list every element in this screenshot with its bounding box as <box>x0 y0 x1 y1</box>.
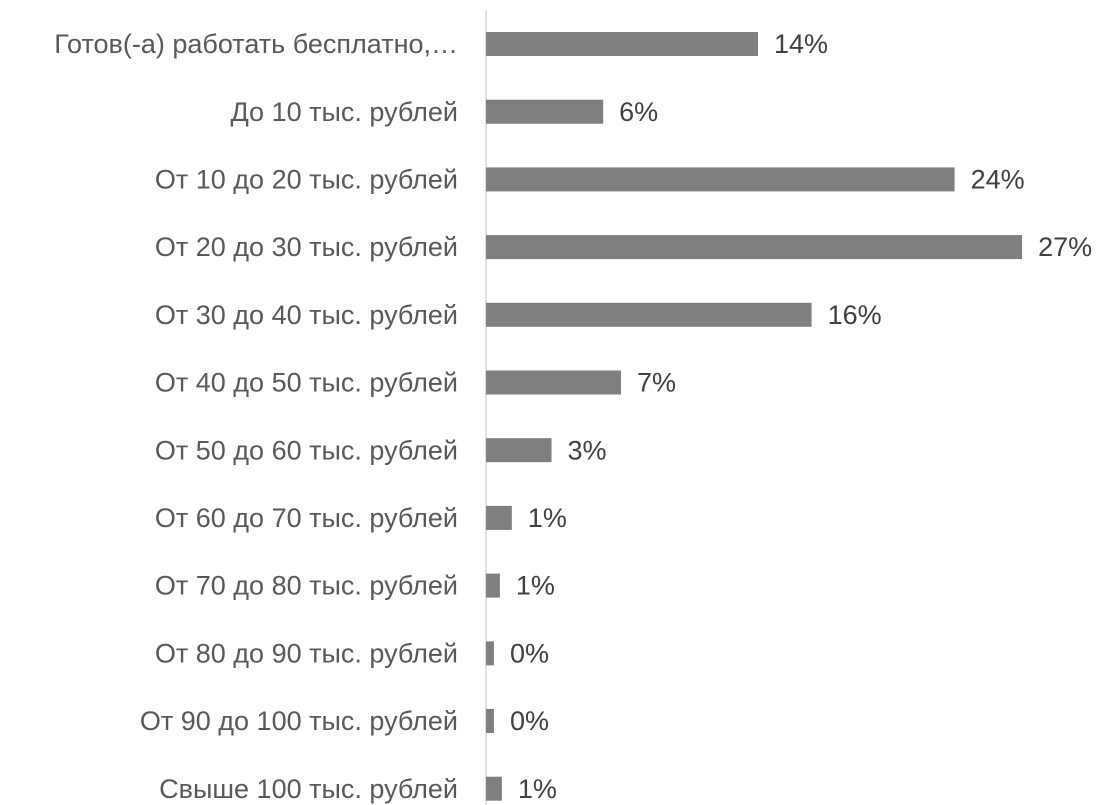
y-tick-label: От 60 до 70 тыс. рублей <box>155 503 458 533</box>
data-label: 16% <box>828 300 882 330</box>
bar <box>486 99 604 124</box>
y-tick-label: Свыше 100 тыс. рублей <box>159 774 458 804</box>
bar <box>486 167 955 192</box>
y-tick-label: До 10 тыс. рублей <box>230 97 458 127</box>
y-tick-label: От 30 до 40 тыс. рублей <box>155 300 458 330</box>
data-label: 0% <box>510 706 549 736</box>
y-tick-label: Готов(-а) работать бесплатно,… <box>54 29 458 59</box>
data-label: 27% <box>1038 232 1092 262</box>
data-label: 1% <box>516 571 555 601</box>
y-tick-label: От 80 до 90 тыс. рублей <box>155 638 458 668</box>
y-tick-label: От 50 до 60 тыс. рублей <box>155 435 458 465</box>
data-label: 14% <box>774 29 828 59</box>
data-label: 1% <box>518 774 557 804</box>
bar <box>486 302 812 327</box>
data-label: 0% <box>510 638 549 668</box>
data-label: 1% <box>528 503 567 533</box>
y-tick-label: От 40 до 50 тыс. рублей <box>155 368 458 398</box>
bar <box>486 573 500 598</box>
bar <box>486 709 494 733</box>
bar <box>486 438 552 463</box>
bar <box>486 505 512 530</box>
y-tick-label: От 70 до 80 тыс. рублей <box>155 571 458 601</box>
bar <box>486 776 502 801</box>
data-label: 6% <box>619 97 658 127</box>
bar <box>486 32 759 56</box>
data-label: 3% <box>568 435 607 465</box>
y-tick-label: От 20 до 30 тыс. рублей <box>155 232 458 262</box>
y-tick-label: От 10 до 20 тыс. рублей <box>155 165 458 195</box>
bar <box>486 235 1023 260</box>
bar <box>486 641 494 666</box>
data-label: 24% <box>971 165 1025 195</box>
y-tick-label: От 90 до 100 тыс. рублей <box>140 706 458 736</box>
data-label: 7% <box>637 368 676 398</box>
bar <box>486 370 622 395</box>
